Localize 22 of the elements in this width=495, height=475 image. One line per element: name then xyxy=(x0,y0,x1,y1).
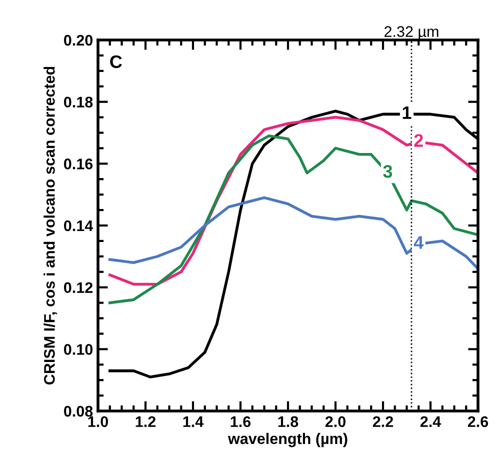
y-tick-label: 0.12 xyxy=(64,282,93,294)
y-tick-label: 0.08 xyxy=(64,406,93,417)
ref-line-label: 2.32 µm xyxy=(384,26,438,40)
y-tick-label: 0.18 xyxy=(64,96,93,108)
y-tick-label: 0.14 xyxy=(64,220,94,232)
x-tick-label: 2.6 xyxy=(468,416,488,428)
y-axis-title: CRISM I/F, cos i and volcano scan corrected xyxy=(44,66,58,384)
y-tick-label: 0.10 xyxy=(64,344,93,355)
annotation: C xyxy=(110,55,122,68)
x-tick-label: 2.4 xyxy=(420,416,442,427)
x-tick-label: 1.8 xyxy=(278,416,298,428)
x-axis-title: wavelength (µm) xyxy=(228,432,348,448)
y-tick-label: 0.16 xyxy=(64,158,93,170)
y-tick-label: 0.20 xyxy=(64,34,93,46)
x-tick-label: 1.6 xyxy=(230,416,251,428)
line-series xyxy=(108,196,478,270)
x-tick-label: 2.2 xyxy=(372,416,394,427)
x-tick-label: 2.0 xyxy=(325,416,346,428)
x-tick-label: 1.0 xyxy=(88,416,108,428)
line-series xyxy=(108,134,478,304)
x-tick-label: 1.2 xyxy=(136,416,156,427)
x-tick-label: 1.4 xyxy=(183,416,204,427)
